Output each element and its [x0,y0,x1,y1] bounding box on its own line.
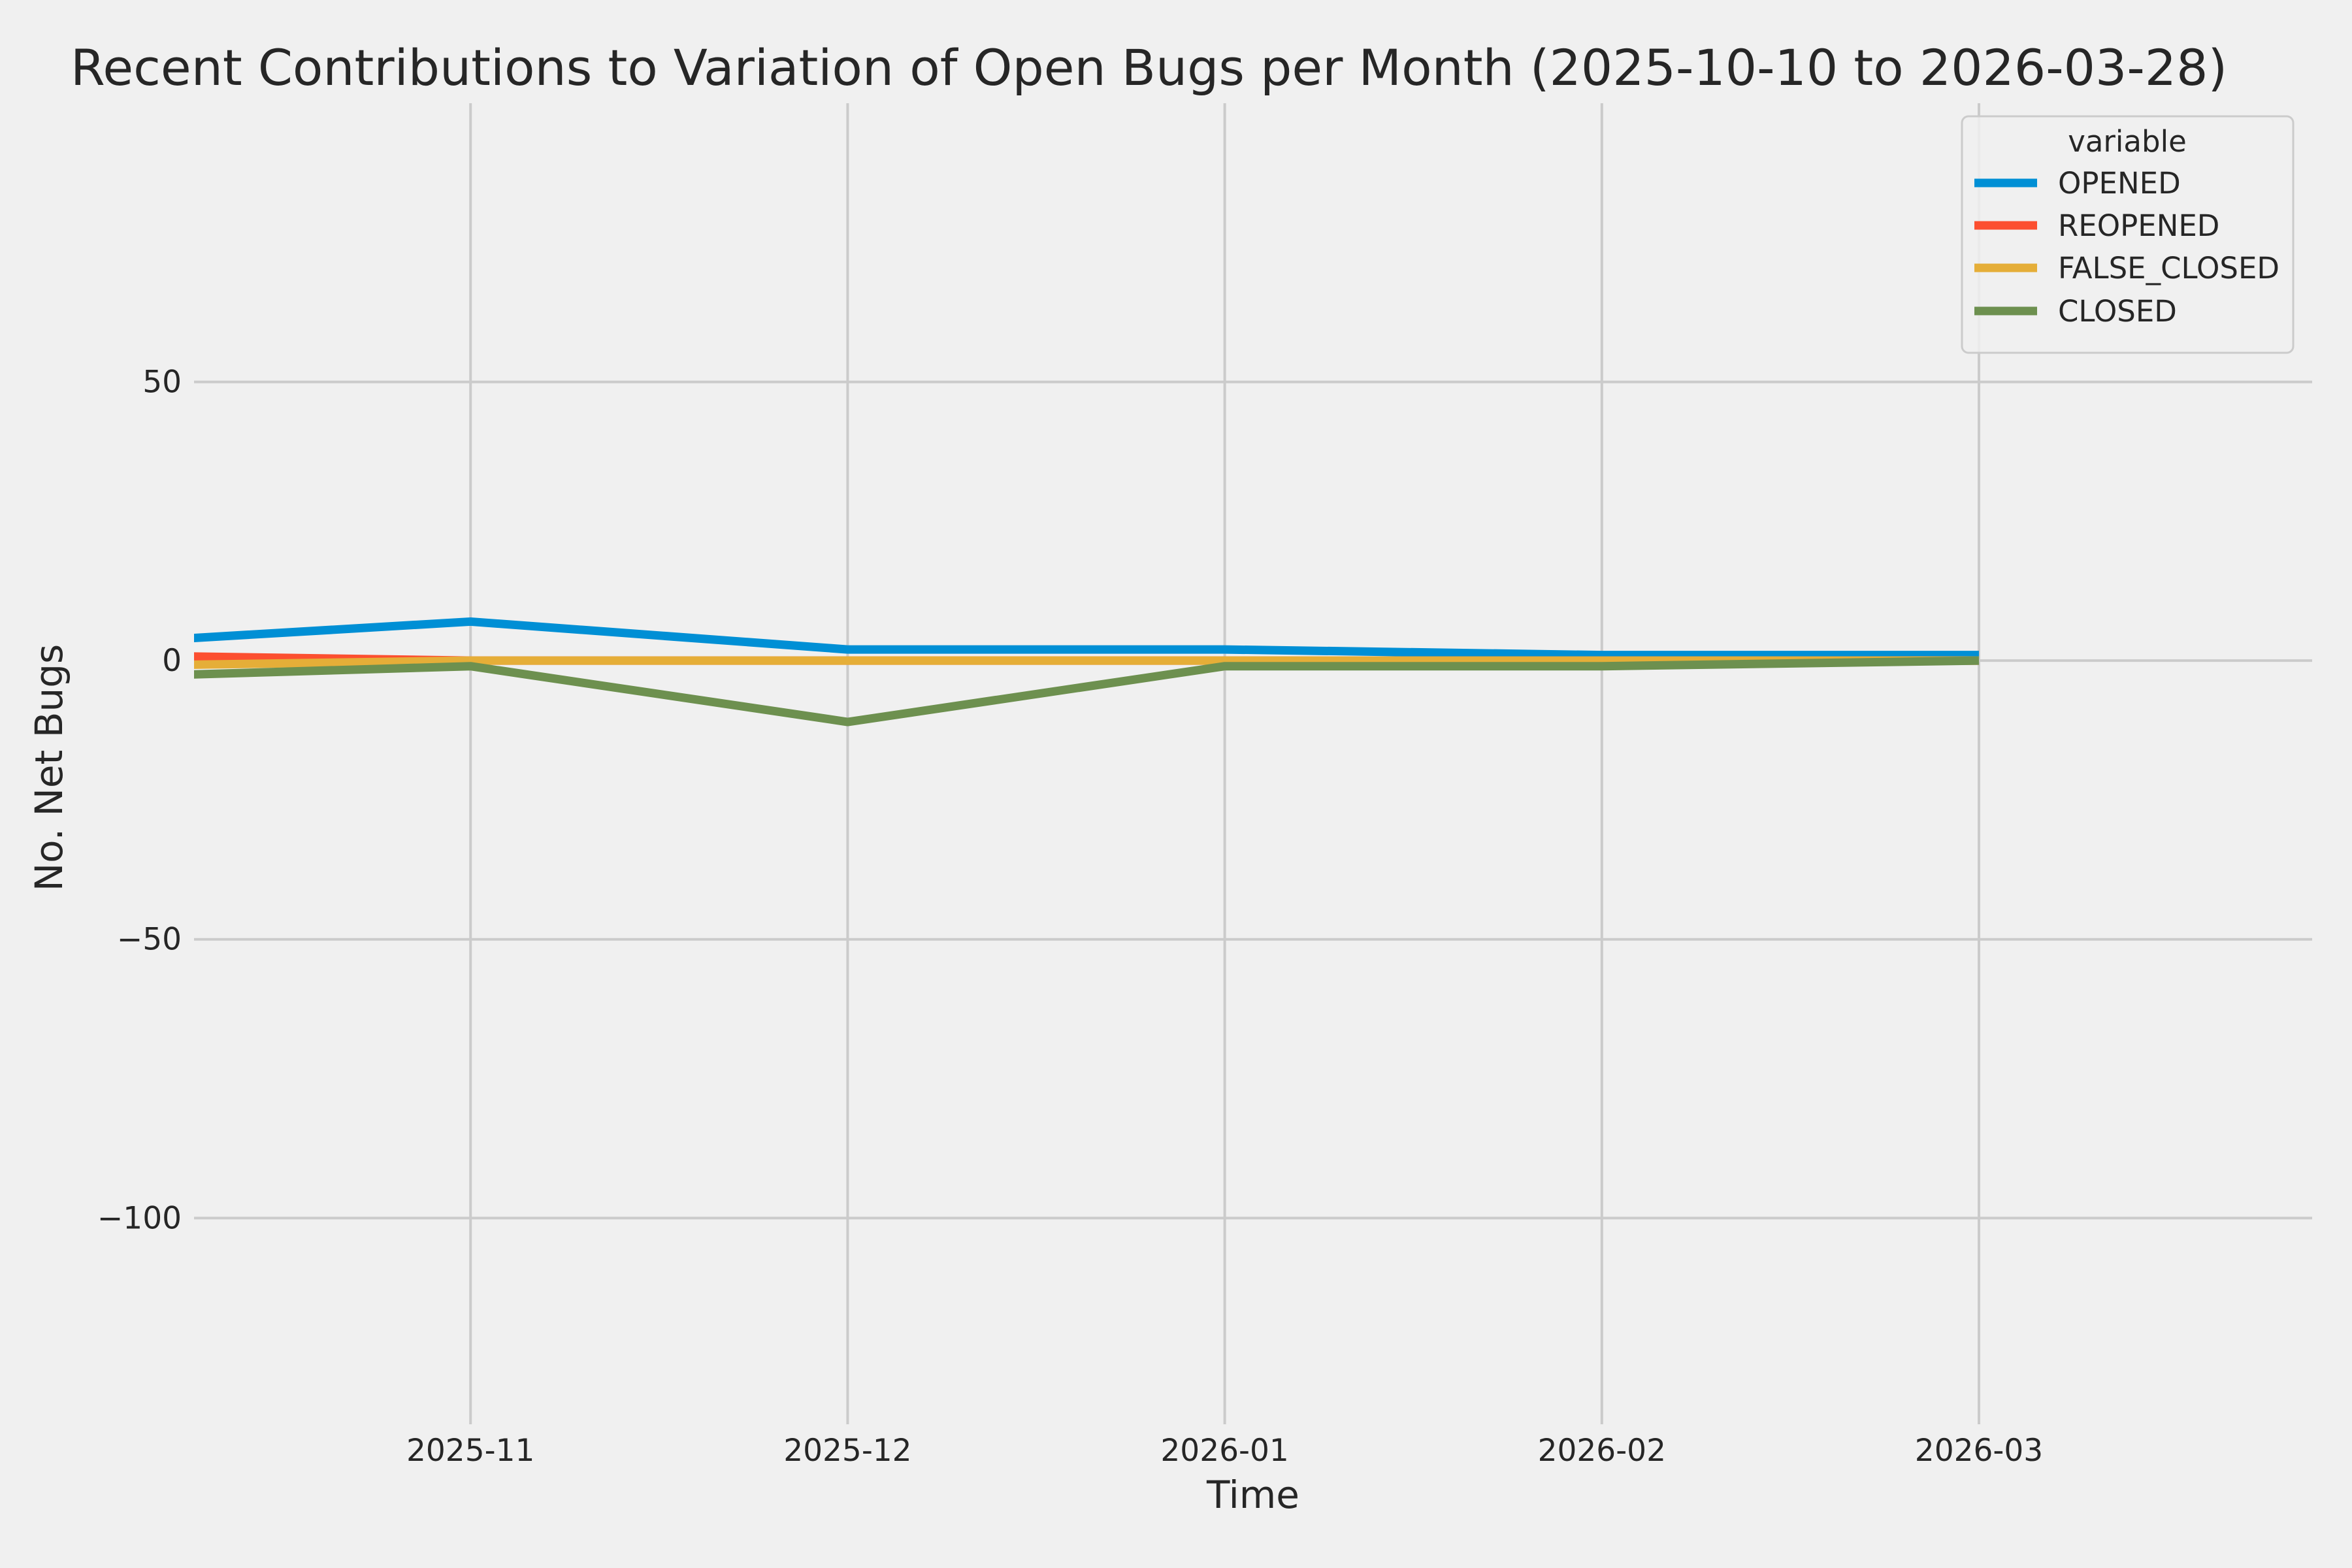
y-axis-tick-labels: 50 0 −50 −100 [97,365,182,1237]
legend: variable OPENED REOPENED FALSE_CLOSED CLOSE… [1961,115,2295,354]
y-axis-label: No. Net Bugs [27,644,71,892]
legend-item-closed: CLOSED [1974,294,2177,329]
legend-title: variable [2068,124,2187,159]
legend-label-reopened: REOPENED [2058,208,2219,243]
x-tick-2025-11: 2025-11 [406,1433,534,1469]
legend-label-closed: CLOSED [2058,294,2177,329]
series-line-opened [194,617,1979,660]
series-lines [194,617,1980,727]
legend-item-opened: OPENED [1974,166,2181,201]
chart-title: Recent Contributions to Variation of Ope… [71,39,2227,97]
legend-box [1961,115,2295,354]
x-tick-2026-01: 2026-01 [1160,1433,1288,1469]
legend-label-false_closed: FALSE_CLOSED [2058,251,2279,286]
x-tick-2026-02: 2026-02 [1538,1433,1666,1469]
legend-items: OPENED REOPENED FALSE_CLOSED CLOSED [1974,166,2279,329]
x-axis-label: Time [1206,1473,1299,1517]
series-line-false_closed [194,656,1979,669]
legend-item-false_closed: FALSE_CLOSED [1974,251,2279,286]
legend-label-opened: OPENED [2058,166,2181,201]
y-tick-0: 0 [162,643,182,679]
x-tick-2025-12: 2025-12 [783,1433,911,1469]
legend-item-reopened: REOPENED [1974,208,2219,243]
series-line-closed [194,656,1980,727]
x-tick-2026-03: 2026-03 [1915,1433,2043,1469]
y-tick-−50: −50 [117,922,182,958]
y-tick-50: 50 [142,365,182,400]
x-axis-tick-labels: 2025-11 2025-12 2026-01 2026-02 2026-03 [406,1433,2043,1469]
y-tick-−100: −100 [97,1200,182,1236]
